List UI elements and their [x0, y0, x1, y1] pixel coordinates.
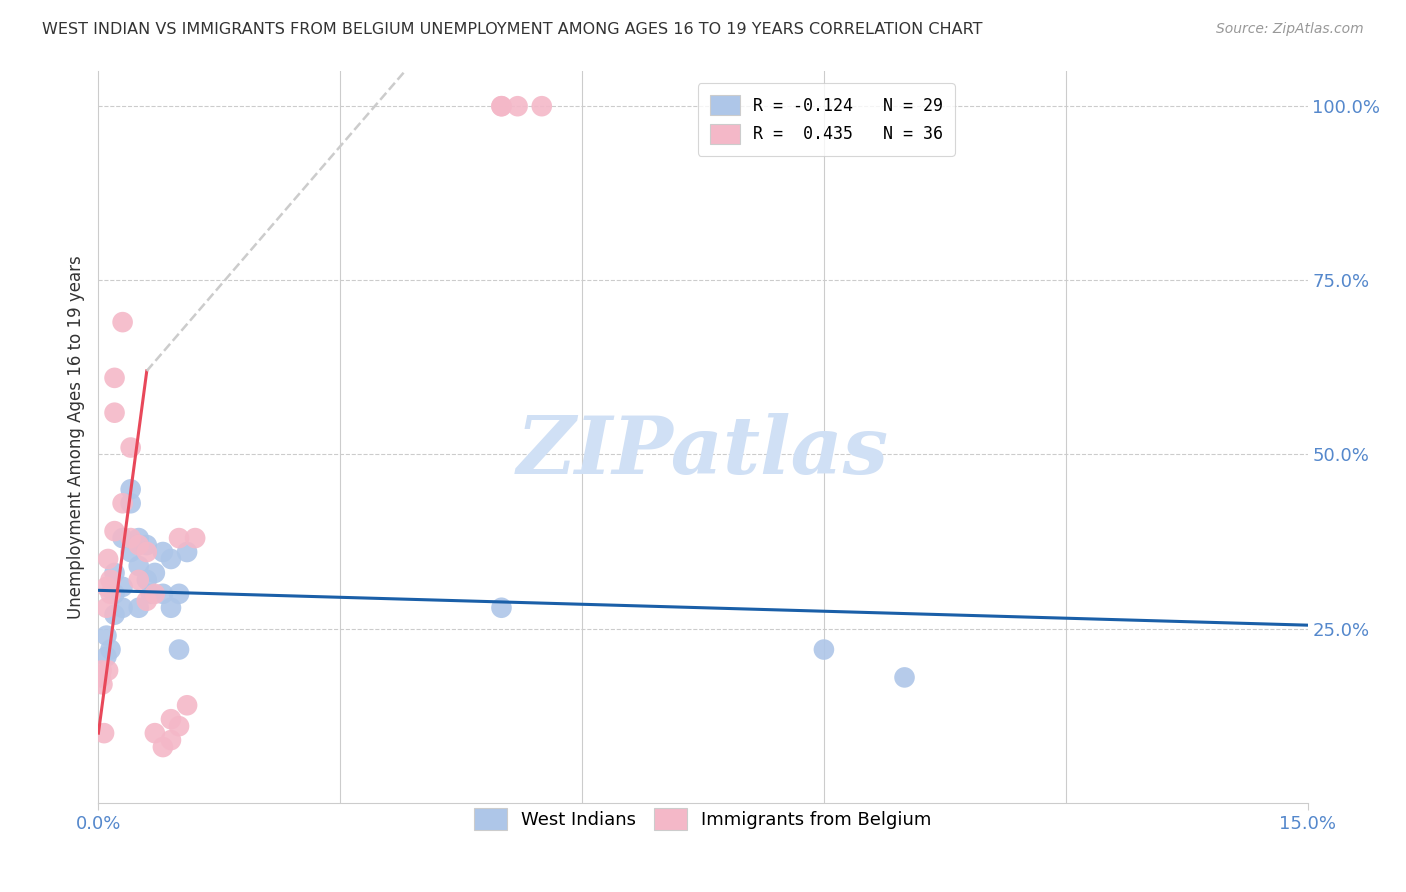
- Point: [139, 587, 162, 601]
- Point: [152, 587, 174, 601]
- Point: [135, 573, 157, 587]
- Point: [93, 726, 115, 740]
- Point: [97, 664, 120, 678]
- Point: [506, 99, 529, 113]
- Text: Source: ZipAtlas.com: Source: ZipAtlas.com: [1216, 22, 1364, 37]
- Point: [111, 580, 134, 594]
- Point: [143, 566, 166, 580]
- Point: [96, 629, 118, 643]
- Point: [103, 371, 125, 385]
- Point: [90, 664, 112, 678]
- Point: [120, 483, 142, 497]
- Point: [96, 600, 118, 615]
- Point: [135, 594, 157, 608]
- Point: [120, 496, 142, 510]
- Point: [491, 99, 513, 113]
- Point: [167, 642, 190, 657]
- Point: [103, 607, 125, 622]
- Point: [160, 552, 183, 566]
- Point: [100, 587, 122, 601]
- Point: [91, 677, 114, 691]
- Point: [111, 315, 134, 329]
- Point: [103, 566, 125, 580]
- Point: [491, 600, 513, 615]
- Point: [128, 558, 150, 573]
- Point: [160, 600, 183, 615]
- Point: [128, 573, 150, 587]
- Point: [100, 573, 122, 587]
- Point: [100, 642, 122, 657]
- Text: ZIPatlas: ZIPatlas: [517, 413, 889, 491]
- Point: [167, 587, 190, 601]
- Point: [111, 600, 134, 615]
- Point: [103, 406, 125, 420]
- Point: [128, 600, 150, 615]
- Point: [152, 740, 174, 755]
- Point: [96, 649, 118, 664]
- Point: [160, 712, 183, 726]
- Point: [90, 670, 112, 684]
- Point: [135, 538, 157, 552]
- Point: [176, 545, 198, 559]
- Point: [184, 531, 207, 545]
- Point: [111, 496, 134, 510]
- Point: [120, 545, 142, 559]
- Point: [530, 99, 553, 113]
- Point: [167, 531, 190, 545]
- Point: [143, 726, 166, 740]
- Point: [176, 698, 198, 713]
- Point: [128, 531, 150, 545]
- Point: [111, 531, 134, 545]
- Point: [152, 545, 174, 559]
- Text: WEST INDIAN VS IMMIGRANTS FROM BELGIUM UNEMPLOYMENT AMONG AGES 16 TO 19 YEARS CO: WEST INDIAN VS IMMIGRANTS FROM BELGIUM U…: [42, 22, 983, 37]
- Legend: West Indians, Immigrants from Belgium: West Indians, Immigrants from Belgium: [467, 801, 939, 838]
- Point: [120, 531, 142, 545]
- Point: [96, 580, 118, 594]
- Y-axis label: Unemployment Among Ages 16 to 19 years: Unemployment Among Ages 16 to 19 years: [66, 255, 84, 619]
- Point: [120, 441, 142, 455]
- Point: [135, 545, 157, 559]
- Point: [893, 670, 915, 684]
- Point: [103, 587, 125, 601]
- Point: [813, 642, 835, 657]
- Point: [97, 552, 120, 566]
- Point: [160, 733, 183, 747]
- Point: [143, 587, 166, 601]
- Point: [103, 524, 125, 538]
- Point: [128, 538, 150, 552]
- Point: [167, 719, 190, 733]
- Point: [491, 99, 513, 113]
